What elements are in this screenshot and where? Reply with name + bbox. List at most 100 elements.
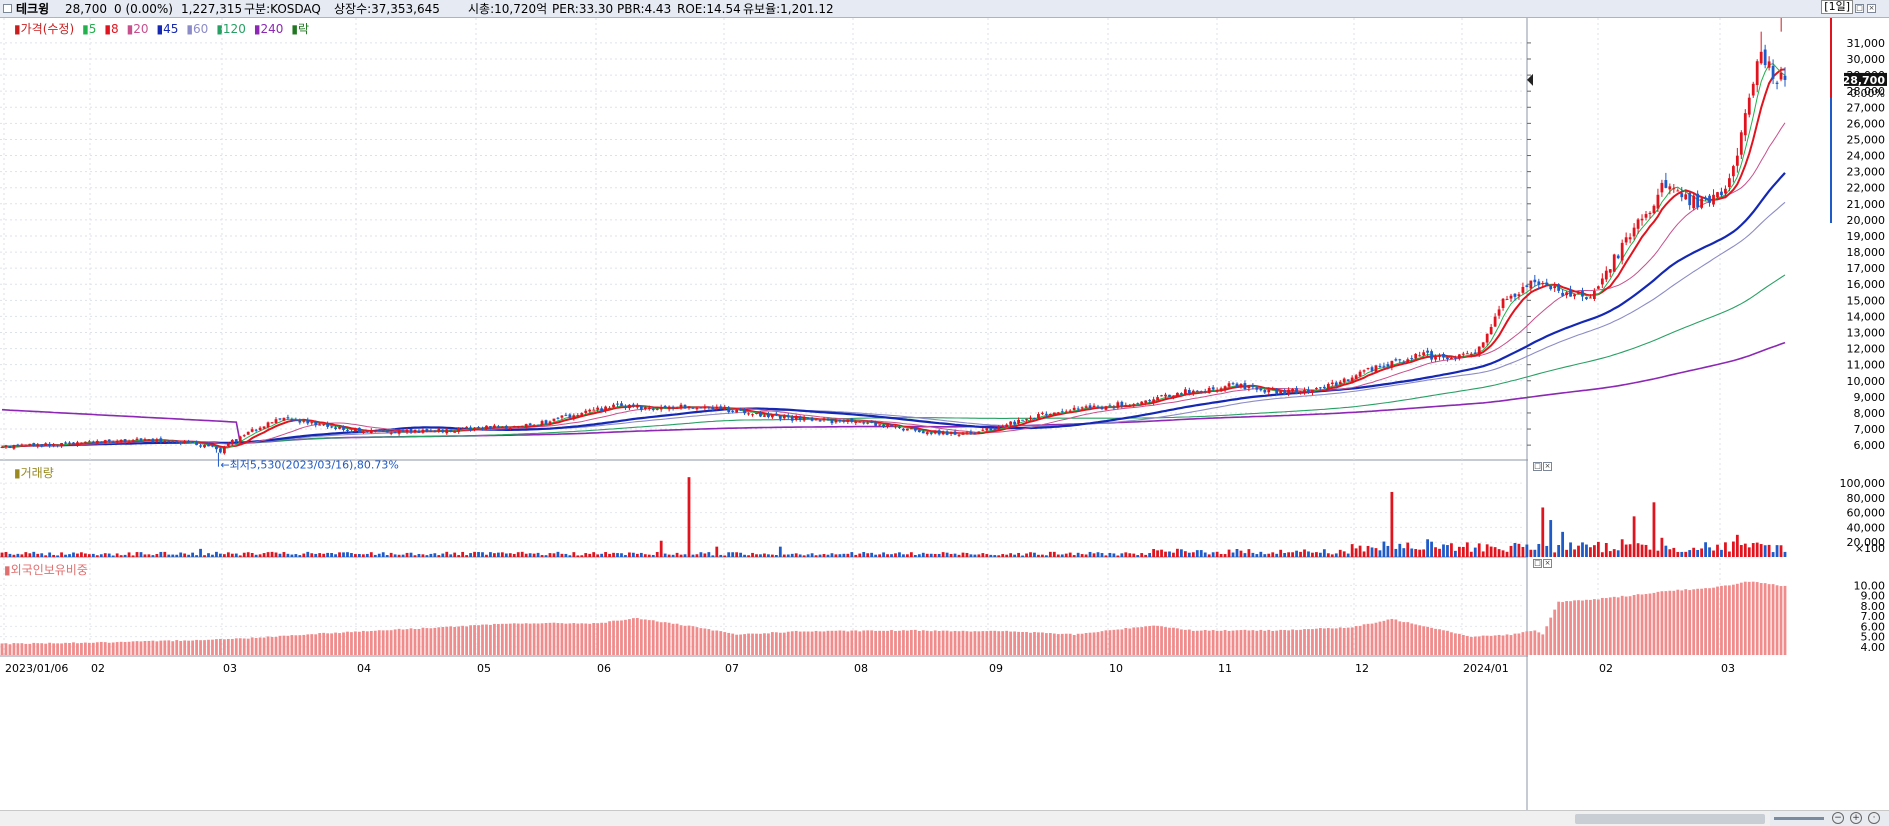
candle[interactable] [1664,172,1668,189]
volume-bar[interactable] [1477,543,1481,557]
foreign-ratio-bar[interactable] [695,627,699,655]
volume-bar[interactable] [858,553,862,557]
volume-bar[interactable] [774,555,778,557]
volume-bar[interactable] [234,553,238,557]
foreign-ratio-bar[interactable] [1636,594,1640,655]
foreign-ratio-bar[interactable] [1767,584,1771,655]
foreign-ratio-bar[interactable] [1124,627,1128,655]
candle[interactable] [187,439,191,444]
foreign-ratio-bar[interactable] [1724,585,1727,655]
foreign-ratio-bar[interactable] [1303,629,1306,655]
foreign-ratio-bar[interactable] [270,636,274,655]
foreign-ratio-bar[interactable] [806,631,810,655]
candle[interactable] [1652,204,1656,215]
zoom-out-icon[interactable]: − [1832,812,1844,824]
candle[interactable] [1751,81,1755,98]
volume-bar[interactable] [457,555,461,557]
volume-bar[interactable] [409,552,413,557]
volume-bar[interactable] [354,554,357,557]
foreign-ratio-bar[interactable] [909,630,913,655]
candle[interactable] [846,419,850,425]
foreign-ratio-bar[interactable] [1378,621,1382,655]
candle[interactable] [1696,190,1700,210]
foreign-ratio-bar[interactable] [810,631,814,655]
volume-bar[interactable] [878,554,881,557]
candle[interactable] [1124,402,1128,407]
foreign-ratio-bar[interactable] [1374,622,1378,655]
candle[interactable] [862,420,866,425]
volume-bar[interactable] [445,551,449,557]
candle[interactable] [1096,404,1100,409]
candle[interactable] [1160,394,1163,397]
foreign-ratio-bar[interactable] [1525,631,1529,655]
foreign-ratio-bar[interactable] [902,630,905,655]
volume-bar[interactable] [1505,551,1509,557]
volume-bar[interactable] [91,553,95,557]
volume-bar[interactable] [250,552,254,557]
foreign-ratio-bar[interactable] [147,640,151,655]
foreign-ratio-bar[interactable] [306,634,310,655]
candle[interactable] [707,406,711,410]
volume-bar[interactable] [1517,543,1521,557]
volume-bar[interactable] [1664,545,1668,557]
volume-bar[interactable] [147,554,151,557]
candle[interactable] [1759,31,1763,65]
candle[interactable] [1553,282,1557,293]
foreign-ratio-bar[interactable] [1604,598,1608,655]
volume-bar[interactable] [1346,553,1350,557]
volume-bar[interactable] [1096,552,1100,557]
foreign-ratio-bar[interactable] [945,630,949,655]
volume-bar[interactable] [1497,549,1501,557]
foreign-ratio-bar[interactable] [139,641,143,655]
foreign-ratio-bar[interactable] [898,630,901,655]
foreign-ratio-bar[interactable] [1017,631,1020,655]
candle[interactable] [620,401,623,407]
candle[interactable] [1608,269,1612,278]
candle[interactable] [258,426,262,431]
foreign-ratio-bar[interactable] [1620,595,1624,655]
foreign-ratio-bar[interactable] [111,642,115,655]
volume-bar[interactable] [1557,545,1561,557]
candle[interactable] [99,441,103,444]
candle[interactable] [1199,390,1203,394]
candle[interactable] [822,416,826,422]
foreign-ratio-bar[interactable] [163,640,167,655]
candle[interactable] [1116,400,1120,410]
candle[interactable] [500,426,504,428]
volume-bar[interactable] [1652,502,1656,557]
foreign-ratio-bar[interactable] [1299,629,1302,655]
volume-bar[interactable] [1001,554,1005,557]
candle[interactable] [219,447,222,454]
volume-bar[interactable] [163,551,167,557]
volume-bar[interactable] [1668,549,1672,557]
candle[interactable] [1092,403,1096,408]
volume-bar[interactable] [1434,547,1437,557]
candle[interactable] [937,429,941,436]
volume-bar[interactable] [643,554,647,557]
foreign-ratio-bar[interactable] [1338,627,1342,655]
volume-bar[interactable] [1684,551,1688,557]
foreign-ratio-bar[interactable] [1044,633,1048,655]
candle[interactable] [1434,354,1437,363]
foreign-ratio-bar[interactable] [1398,621,1402,655]
volume-bar[interactable] [969,554,973,557]
candle[interactable] [687,406,691,410]
foreign-ratio-bar[interactable] [1477,636,1481,655]
volume-bar[interactable] [230,553,234,557]
panel-maximize-icon[interactable]: □ [1533,559,1542,568]
volume-bar[interactable] [1311,552,1314,557]
candle[interactable] [1223,385,1227,392]
foreign-ratio-bar[interactable] [36,643,40,655]
foreign-ratio-bar[interactable] [1517,633,1521,655]
foreign-ratio-bar[interactable] [1068,633,1072,655]
foreign-ratio-bar[interactable] [1589,599,1592,655]
foreign-ratio-bar[interactable] [187,640,191,655]
candle[interactable] [548,420,552,426]
foreign-ratio-bar[interactable] [1529,631,1533,655]
candle[interactable] [1537,278,1541,290]
volume-bar[interactable] [699,552,703,557]
foreign-ratio-bar[interactable] [48,642,52,655]
volume-bar[interactable] [933,553,937,557]
legend-rak[interactable]: ▮락 [291,22,309,36]
volume-bar[interactable] [310,553,314,557]
